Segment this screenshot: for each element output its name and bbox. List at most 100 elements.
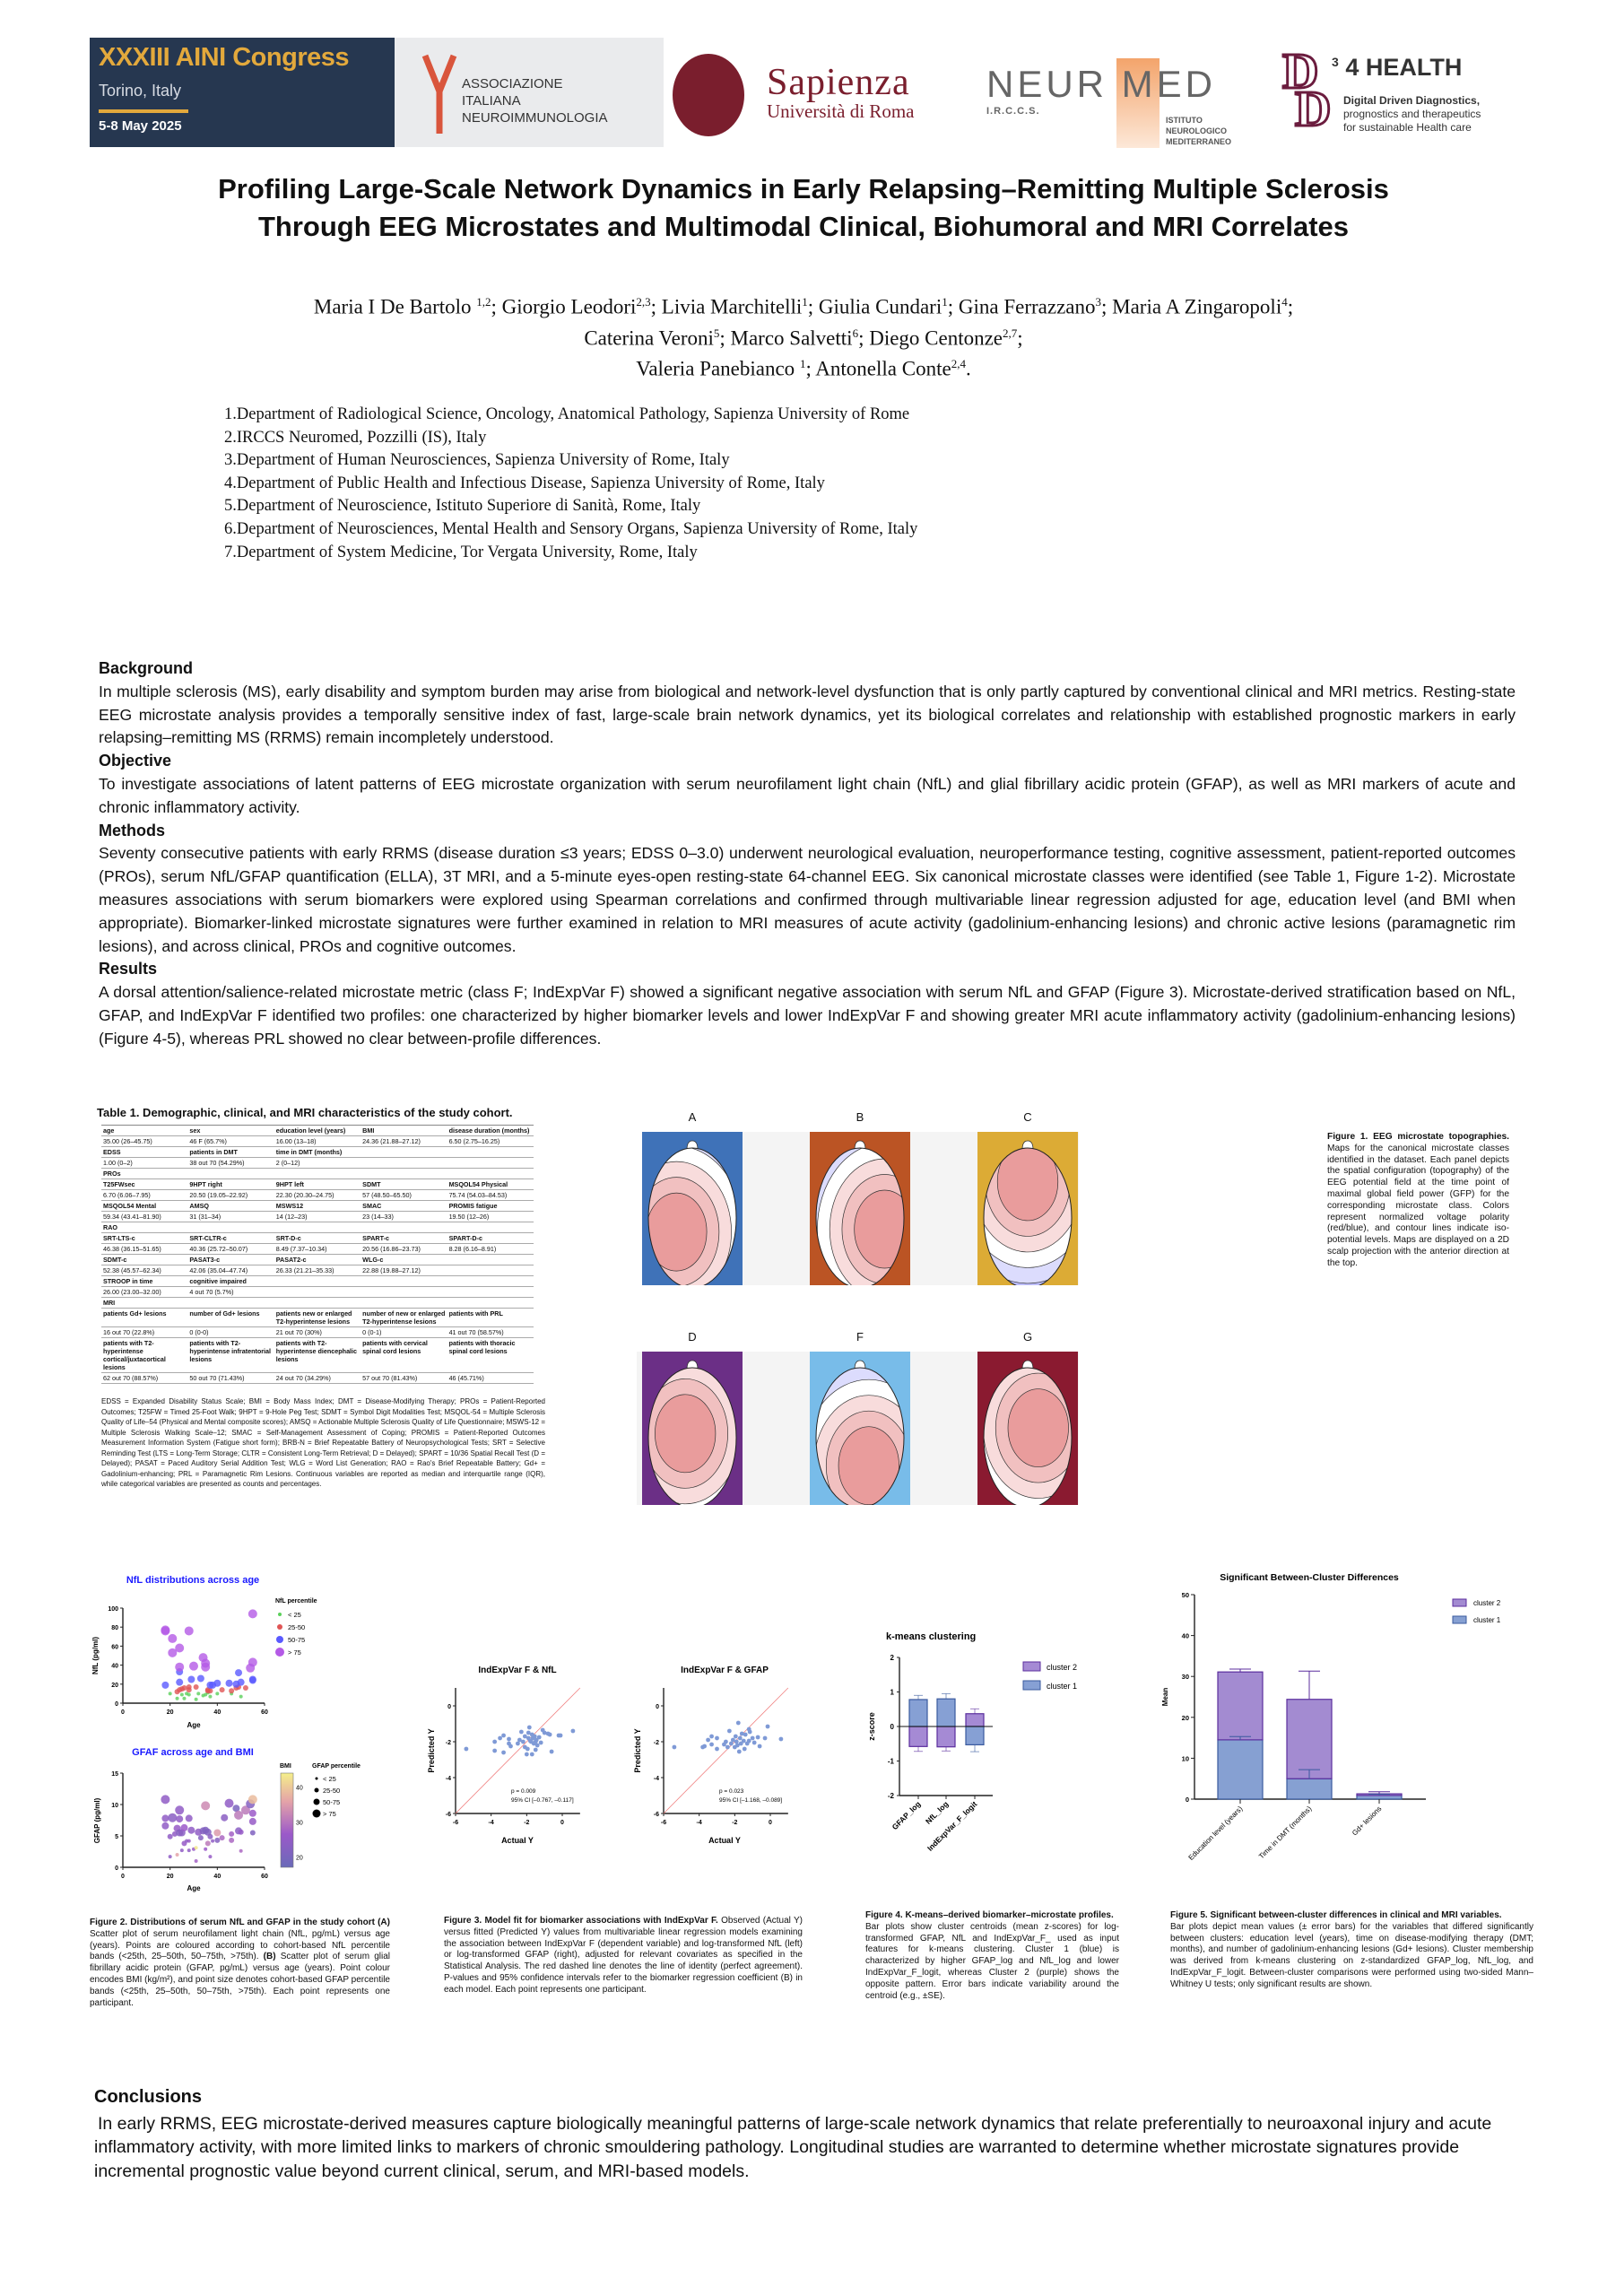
- data-point: [213, 1679, 222, 1687]
- section-heading: Objective: [99, 752, 172, 770]
- table-row: PROs: [101, 1168, 534, 1179]
- data-point: [180, 1823, 188, 1831]
- data-point: [516, 1741, 520, 1746]
- data-point: [240, 1805, 250, 1815]
- table-cell: SRT-D-c: [274, 1232, 361, 1244]
- x-axis-label: Age: [187, 1721, 201, 1729]
- x-tick-label: NfL_log: [924, 1799, 950, 1825]
- d-mark-icon: D: [1293, 81, 1332, 139]
- data-point: [194, 1697, 198, 1701]
- author-affiliation-number: 1: [799, 357, 806, 371]
- head-outline: [815, 1367, 905, 1505]
- data-point: [204, 1847, 208, 1851]
- table-cell: 24.36 (21.88–27.12): [360, 1135, 447, 1147]
- table-cell: 46 (45.71%): [447, 1372, 534, 1384]
- table-cell: 0 (0-0): [187, 1326, 274, 1338]
- aini-logo: ASSOCIAZIONE ITALIANA NEUROIMMUNOLOGIA: [395, 38, 664, 147]
- figure-5-caption: Figure 5. Significant between-cluster di…: [1170, 1910, 1533, 1991]
- data-point: [492, 1739, 498, 1744]
- table-cell: SDMT: [360, 1178, 447, 1190]
- author-name: .: [965, 357, 971, 380]
- x-axis-label: Actual Y: [708, 1836, 741, 1845]
- author-affiliation-number: 1: [942, 295, 948, 309]
- table-cell: 20.56 (16.86–23.73): [360, 1243, 447, 1255]
- topomap-B: [810, 1132, 910, 1285]
- d-mark-icon: D: [1281, 43, 1319, 101]
- data-point: [187, 1692, 191, 1697]
- table-cell: 9HPT right: [187, 1178, 274, 1190]
- aini-line: NEUROIMMUNOLOGIA: [462, 110, 608, 126]
- table-cell: [447, 1297, 534, 1309]
- data-point: [249, 1830, 256, 1836]
- table-cell: EDSS: [101, 1146, 188, 1158]
- colorbar: [280, 1772, 294, 1868]
- neuromed-line: ISTITUTO: [1166, 116, 1203, 125]
- section-text: Seventy consecutive patients with early …: [99, 844, 1516, 955]
- d3-sup: 3: [1332, 55, 1339, 69]
- author-line: Valeria Panebianco 1; Antonella Conte2,4…: [135, 351, 1472, 382]
- author-affiliation-number: 4: [1281, 295, 1288, 309]
- neuromed-sub: I.R.C.C.S.: [986, 106, 1040, 117]
- table-cell: [274, 1168, 361, 1179]
- data-point: [526, 1725, 532, 1730]
- congress-location: Torino, Italy: [99, 82, 182, 100]
- data-point: [225, 1679, 233, 1687]
- neuromed-mark-icon: [1116, 58, 1160, 148]
- legend-label: > 75: [323, 1810, 336, 1818]
- data-point: [248, 1657, 257, 1667]
- data-point: [525, 1746, 530, 1752]
- data-point: [556, 1733, 561, 1738]
- table-cell: 31 (31–34): [187, 1211, 274, 1222]
- bar: [1286, 1699, 1333, 1779]
- table-row: patients with T2-hyperintense cortical/j…: [101, 1337, 534, 1373]
- data-point: [193, 1683, 199, 1690]
- data-point: [178, 1829, 186, 1837]
- y-tick-label: 2: [890, 1654, 895, 1662]
- data-point: [538, 1740, 543, 1745]
- data-point: [700, 1744, 706, 1750]
- data-point: [201, 1801, 211, 1811]
- y-tick-label: 15: [111, 1771, 118, 1778]
- data-point: [187, 1848, 191, 1853]
- table-cell: 42.06 (35.04–47.74): [187, 1265, 274, 1276]
- table-cell: [447, 1286, 534, 1298]
- antibody-icon: [421, 54, 457, 134]
- nose-icon: [854, 1140, 866, 1151]
- x-tick-label: 20: [167, 1874, 174, 1880]
- author-name: Caterina Veroni: [584, 326, 714, 350]
- data-point: [540, 1727, 545, 1733]
- affiliations: 1.Department of Radiological Science, On…: [224, 404, 917, 564]
- table-cell: 57 (48.50–65.50): [360, 1189, 447, 1201]
- author-affiliation-number: 3: [1095, 295, 1102, 309]
- table-cell: 21 out 70 (30%): [274, 1326, 361, 1338]
- iso-contour: [1007, 1388, 1069, 1467]
- data-point: [215, 1692, 220, 1696]
- table-cell: [447, 1265, 534, 1276]
- neuromed-line: MEDITERRANEO: [1166, 137, 1232, 146]
- iso-contour: [838, 1426, 899, 1505]
- data-point: [527, 1738, 533, 1744]
- table-row: STROOP in time cognitive impaired: [101, 1275, 534, 1287]
- caption-bold: Figure 2. Distributions of serum NfL and…: [90, 1918, 390, 1927]
- nose-icon: [686, 1140, 699, 1151]
- abstract-body: Background In multiple sclerosis (MS), ea…: [99, 657, 1516, 1051]
- table-row: 59.34 (43.41–81.90) 31 (31–34) 14 (12–23) 2…: [101, 1211, 534, 1222]
- table-cell: [447, 1254, 534, 1265]
- legend-label: < 25: [323, 1775, 336, 1783]
- data-point: [246, 1799, 256, 1809]
- legend-title: NfL percentile: [275, 1598, 317, 1605]
- neuromed-line: NEUROLOGICO: [1166, 126, 1228, 135]
- data-point: [534, 1737, 539, 1743]
- table-row: 52.38 (45.57–62.34) 42.06 (35.04–47.74) 26…: [101, 1265, 534, 1276]
- table-cell: 9HPT left: [274, 1178, 361, 1190]
- author-name: ; Maria A Zingaropoli: [1101, 295, 1282, 318]
- caption-text: Observed (Actual Y) versus fitted (Predi…: [444, 1916, 803, 1995]
- y-axis-label: z-score: [867, 1712, 876, 1741]
- table-cell: 22.88 (19.88–27.12): [360, 1265, 447, 1276]
- data-point: [746, 1726, 751, 1732]
- table-cell: [187, 1168, 274, 1179]
- chart-title: k-means clustering: [886, 1631, 976, 1642]
- table-cell: 2 (0–12): [274, 1157, 361, 1169]
- legend-marker: [314, 1787, 319, 1793]
- table-cell: 26.33 (21.21–35.33): [274, 1265, 361, 1276]
